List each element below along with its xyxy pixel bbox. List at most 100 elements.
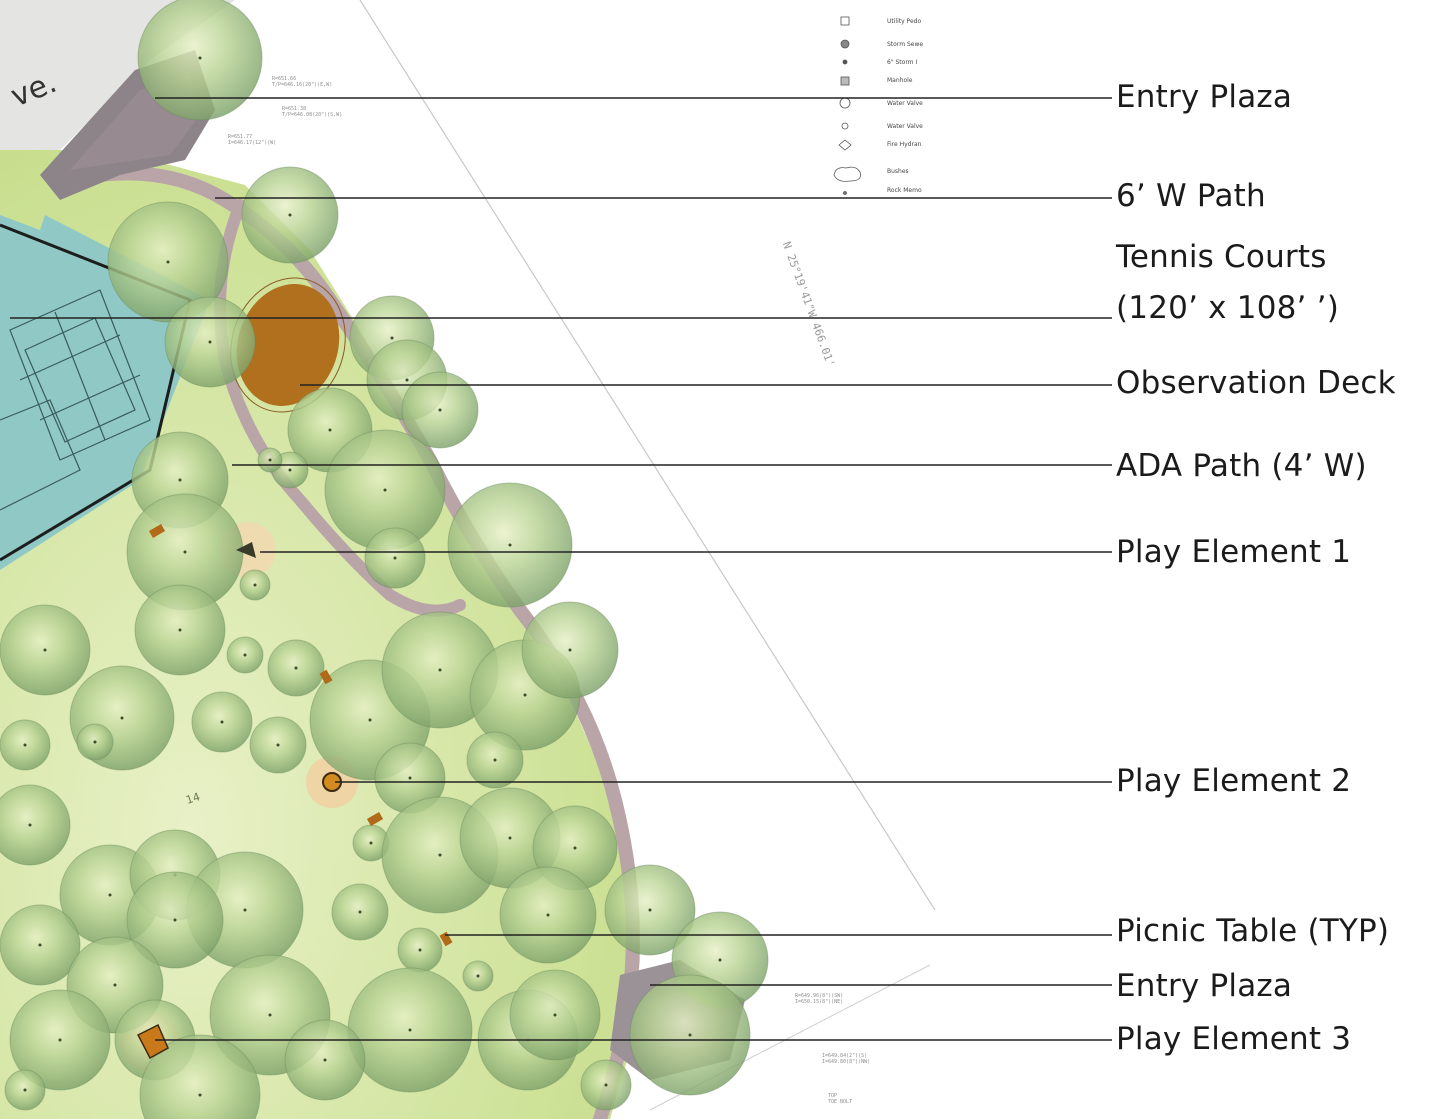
tree-trunk-dot	[323, 1058, 327, 1062]
tree-trunk-dot	[288, 468, 292, 472]
tree-trunk-dot	[553, 1013, 557, 1017]
legend-item-label: Storm Sewe	[887, 41, 924, 48]
tree-trunk-dot	[508, 543, 512, 547]
play-element-3-marker	[136, 1023, 169, 1060]
picnic-table	[366, 812, 384, 826]
spot-elevation: R=651.38 T/P=646.08(20")(S,W)	[282, 106, 343, 118]
small-circle-icon	[841, 122, 849, 130]
callout-six-foot-path: 6’ W Path	[1116, 178, 1266, 214]
tree-trunk-dot	[108, 893, 112, 897]
small-dot-icon	[842, 59, 848, 65]
legend-item-label: Manhole	[887, 77, 913, 84]
tree-trunk-dot	[604, 1083, 608, 1087]
tree-trunk-dot	[294, 666, 298, 670]
tree-trunk-dot	[405, 378, 409, 382]
tree-trunk-dot	[243, 653, 247, 657]
legend-item-label: Utility Pedo	[887, 18, 922, 25]
callout-play-element-2: Play Element 2	[1116, 763, 1352, 799]
tree-trunk-dot	[38, 943, 42, 947]
spot-elevation: TOP TOE BOLT	[828, 1093, 853, 1105]
tree-canopy	[0, 784, 71, 866]
tree-trunk-dot	[438, 668, 442, 672]
tree-trunk-dot	[368, 718, 372, 722]
spot-elevation: R=651.66 T/P=646.16(20")(E,W)	[272, 76, 333, 88]
play-element-1-marker	[236, 542, 256, 558]
leader-lines	[10, 97, 1112, 1041]
tree-trunk-dot	[198, 1093, 202, 1097]
tree-trunk-dot	[268, 1013, 272, 1017]
tree-trunk-dot	[390, 336, 394, 340]
tree-trunk-dot	[253, 583, 257, 587]
tree-trunk-dot	[523, 693, 527, 697]
tree-canopy	[139, 1034, 261, 1119]
tree-trunk-dot	[508, 836, 512, 840]
spot-elevation: I=649.84(2")(S) I=649.80(8")(NW)	[822, 1053, 871, 1065]
square-dot-icon	[840, 76, 850, 86]
tree-trunk-dot	[268, 458, 272, 462]
tree-canopy-group	[0, 0, 769, 1119]
callout-play-element-1: Play Element 1	[1116, 534, 1352, 570]
tree-trunk-dot	[178, 628, 182, 632]
callout-entry-plaza-south: Entry Plaza	[1116, 968, 1293, 1004]
spot-elevation: R=651.77 I=646.17(12")(W)	[228, 134, 277, 146]
tree-trunk-dot	[220, 720, 224, 724]
tree-trunk-dot	[93, 740, 97, 744]
tree-trunk-dot	[573, 846, 577, 850]
picnic-table	[439, 931, 453, 947]
tree-trunk-dot	[43, 648, 47, 652]
tree-trunk-dot	[393, 556, 397, 560]
tree-trunk-dot	[178, 478, 182, 482]
picnic-table	[148, 524, 166, 538]
spot-elevation: R=649.96(8")(SW) I=650.15(8")(NE)	[795, 993, 844, 1005]
site-furniture	[136, 524, 453, 1060]
street-area	[0, 0, 235, 190]
tree-trunk-dot	[369, 841, 373, 845]
tree-trunk-dot	[23, 1088, 27, 1092]
square-grid-icon	[840, 16, 850, 26]
callout-observation-deck: Observation Deck	[1116, 365, 1396, 401]
tree-trunk-dot	[568, 648, 572, 652]
callout-entry-plaza: Entry Plaza	[1116, 79, 1293, 115]
tree-trunk-dot	[408, 776, 412, 780]
callout-tennis-courts: Tennis Courts	[1116, 239, 1327, 275]
diamond-icon	[838, 139, 852, 151]
small-dot-icon	[843, 191, 847, 195]
tree-trunk-dot	[358, 910, 362, 914]
legend-item-label: 6" Storm I	[887, 59, 918, 66]
callout-tennis-courts-size: (120’ x 108’ ’)	[1116, 290, 1339, 326]
tree-trunk-dot	[28, 823, 32, 827]
tree-trunk-dot	[183, 550, 187, 554]
legend-item-label: Water Valve	[887, 100, 923, 107]
legend-item-label: Rock Memo	[887, 187, 922, 194]
tree-trunk-dot	[23, 743, 27, 747]
tree-canopy	[137, 0, 263, 121]
legend-item-label: Bushes	[887, 168, 909, 175]
tree-trunk-dot	[383, 488, 387, 492]
tree-trunk-dot	[418, 948, 422, 952]
tree-trunk-dot	[688, 1033, 692, 1037]
tree-trunk-dot	[198, 56, 202, 60]
legend-symbols	[833, 16, 861, 195]
picnic-table	[319, 669, 333, 685]
callout-ada-path: ADA Path (4’ W)	[1116, 448, 1367, 484]
tree-trunk-dot	[276, 743, 280, 747]
hatched-circle-icon	[840, 39, 850, 49]
cloud-icon	[833, 166, 861, 182]
callout-play-element-3: Play Element 3	[1116, 1021, 1352, 1057]
legend-item-label: Fire Hydran	[887, 141, 922, 148]
tree-trunk-dot	[328, 428, 332, 432]
tree-trunk-dot	[546, 913, 550, 917]
callout-picnic-table: Picnic Table (TYP)	[1116, 913, 1390, 949]
tree-trunk-dot	[648, 908, 652, 912]
tree-trunk-dot	[438, 408, 442, 412]
tree-trunk-dot	[173, 918, 177, 922]
tree-trunk-dot	[243, 908, 247, 912]
tree-trunk-dot	[288, 213, 292, 217]
tree-trunk-dot	[113, 983, 117, 987]
tree-trunk-dot	[718, 958, 722, 962]
tree-trunk-dot	[493, 758, 497, 762]
legend-item-label: Water Valve	[887, 123, 923, 130]
observation-deck	[236, 284, 340, 406]
tree-trunk-dot	[408, 1028, 412, 1032]
